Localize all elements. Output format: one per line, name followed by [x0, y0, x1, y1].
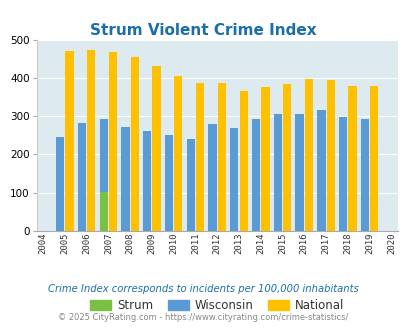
- Bar: [239, 90, 247, 231]
- Text: Crime Index corresponds to incidents per 100,000 inhabitants: Crime Index corresponds to incidents per…: [47, 284, 358, 294]
- Bar: [208, 124, 216, 231]
- Bar: [99, 192, 108, 231]
- Bar: [121, 127, 129, 231]
- Bar: [143, 131, 151, 231]
- Bar: [99, 119, 108, 231]
- Bar: [326, 80, 334, 231]
- Bar: [56, 137, 64, 231]
- Bar: [338, 117, 346, 231]
- Bar: [78, 123, 86, 231]
- Bar: [152, 66, 160, 231]
- Text: © 2025 CityRating.com - https://www.cityrating.com/crime-statistics/: © 2025 CityRating.com - https://www.city…: [58, 313, 347, 322]
- Bar: [252, 119, 260, 231]
- Bar: [316, 110, 325, 231]
- Bar: [109, 52, 117, 231]
- Bar: [230, 128, 238, 231]
- Bar: [174, 76, 182, 231]
- Bar: [347, 85, 356, 231]
- Bar: [130, 57, 139, 231]
- Bar: [164, 135, 173, 231]
- Bar: [87, 50, 95, 231]
- Bar: [65, 51, 73, 231]
- Bar: [273, 114, 281, 231]
- Bar: [186, 139, 194, 231]
- Bar: [369, 86, 377, 231]
- Bar: [360, 119, 368, 231]
- Bar: [217, 83, 226, 231]
- Bar: [295, 114, 303, 231]
- Bar: [282, 84, 291, 231]
- Text: Strum Violent Crime Index: Strum Violent Crime Index: [90, 23, 315, 38]
- Legend: Strum, Wisconsin, National: Strum, Wisconsin, National: [85, 294, 348, 317]
- Bar: [261, 87, 269, 231]
- Bar: [196, 83, 204, 231]
- Bar: [304, 79, 312, 231]
